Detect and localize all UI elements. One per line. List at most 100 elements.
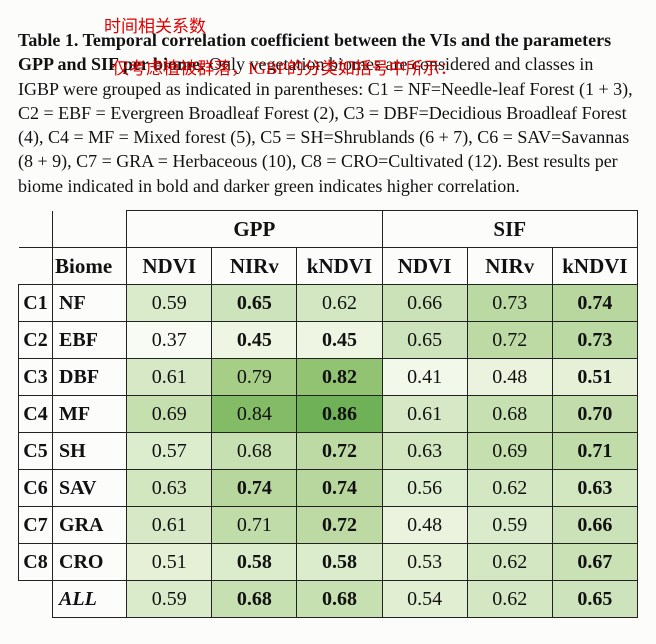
row-id: C8	[19, 544, 53, 581]
sif-kndvi-cell: 0.74	[552, 285, 637, 322]
row-id: C3	[19, 359, 53, 396]
header-sif-kndvi: kNDVI	[552, 248, 637, 285]
gpp-nirv-cell: 0.45	[212, 322, 297, 359]
blank-cell	[19, 248, 53, 285]
table-row: C6SAV0.630.740.740.560.620.63	[19, 470, 638, 507]
header-sif: SIF	[382, 211, 637, 248]
gpp-ndvi-cell: 0.61	[127, 359, 212, 396]
row-biome: CRO	[53, 544, 127, 581]
gpp-ndvi-cell: 0.63	[127, 470, 212, 507]
header-gpp-kndvi: kNDVI	[297, 248, 382, 285]
page: 时间相关系数 Table 1. Temporal correlation coe…	[0, 0, 656, 638]
sif-ndvi-cell: 0.48	[382, 507, 467, 544]
sif-ndvi-cell: 0.53	[382, 544, 467, 581]
row-id: C1	[19, 285, 53, 322]
sif-ndvi-cell: 0.54	[382, 581, 467, 618]
row-id	[19, 581, 53, 618]
annotation-top-text: 时间相关系数	[104, 12, 206, 37]
table-row: C7GRA0.610.710.720.480.590.66	[19, 507, 638, 544]
sif-ndvi-cell: 0.61	[382, 396, 467, 433]
header-gpp-nirv: NIRv	[212, 248, 297, 285]
header-row-2: Biome NDVI NIRv kNDVI NDVI NIRv kNDVI	[19, 248, 638, 285]
blank-cell	[19, 211, 53, 248]
gpp-ndvi-cell: 0.61	[127, 507, 212, 544]
gpp-nirv-cell: 0.84	[212, 396, 297, 433]
row-biome: DBF	[53, 359, 127, 396]
gpp-nirv-cell: 0.58	[212, 544, 297, 581]
sif-ndvi-cell: 0.65	[382, 322, 467, 359]
row-id: C2	[19, 322, 53, 359]
row-biome: SAV	[53, 470, 127, 507]
row-biome: GRA	[53, 507, 127, 544]
gpp-kndvi-cell: 0.68	[297, 581, 382, 618]
table-row: C8CRO0.510.580.580.530.620.67	[19, 544, 638, 581]
sif-nirv-cell: 0.62	[467, 470, 552, 507]
table-row: C4MF0.690.840.860.610.680.70	[19, 396, 638, 433]
gpp-ndvi-cell: 0.59	[127, 285, 212, 322]
gpp-nirv-cell: 0.68	[212, 433, 297, 470]
gpp-nirv-cell: 0.74	[212, 470, 297, 507]
row-biome: EBF	[53, 322, 127, 359]
row-id: C4	[19, 396, 53, 433]
table-row: C5SH0.570.680.720.630.690.71	[19, 433, 638, 470]
sif-kndvi-cell: 0.70	[552, 396, 637, 433]
header-row-1: GPP SIF	[19, 211, 638, 248]
table-row: ALL0.590.680.680.540.620.65	[19, 581, 638, 618]
header-sif-nirv: NIRv	[467, 248, 552, 285]
gpp-kndvi-cell: 0.72	[297, 507, 382, 544]
gpp-ndvi-cell: 0.37	[127, 322, 212, 359]
gpp-ndvi-cell: 0.59	[127, 581, 212, 618]
gpp-kndvi-cell: 0.74	[297, 470, 382, 507]
row-biome: MF	[53, 396, 127, 433]
correlation-table: GPP SIF Biome NDVI NIRv kNDVI NDVI NIRv …	[18, 210, 638, 618]
annotation-mid-text: 仅考虑植被群落，IGBP的分类如括号中所示：	[112, 54, 457, 79]
sif-nirv-cell: 0.48	[467, 359, 552, 396]
blank-cell	[53, 211, 127, 248]
gpp-ndvi-cell: 0.69	[127, 396, 212, 433]
header-sif-ndvi: NDVI	[382, 248, 467, 285]
gpp-kndvi-cell: 0.62	[297, 285, 382, 322]
sif-nirv-cell: 0.69	[467, 433, 552, 470]
table-row: C1NF0.590.650.620.660.730.74	[19, 285, 638, 322]
correlation-table-wrap: GPP SIF Biome NDVI NIRv kNDVI NDVI NIRv …	[18, 210, 638, 618]
sif-kndvi-cell: 0.73	[552, 322, 637, 359]
gpp-kndvi-cell: 0.45	[297, 322, 382, 359]
row-biome: SH	[53, 433, 127, 470]
sif-nirv-cell: 0.73	[467, 285, 552, 322]
sif-kndvi-cell: 0.65	[552, 581, 637, 618]
table-row: C3DBF0.610.790.820.410.480.51	[19, 359, 638, 396]
row-id: C6	[19, 470, 53, 507]
row-id: C7	[19, 507, 53, 544]
sif-ndvi-cell: 0.41	[382, 359, 467, 396]
sif-nirv-cell: 0.62	[467, 544, 552, 581]
row-id: C5	[19, 433, 53, 470]
sif-nirv-cell: 0.59	[467, 507, 552, 544]
sif-ndvi-cell: 0.66	[382, 285, 467, 322]
gpp-ndvi-cell: 0.51	[127, 544, 212, 581]
gpp-ndvi-cell: 0.57	[127, 433, 212, 470]
sif-kndvi-cell: 0.71	[552, 433, 637, 470]
header-biome: Biome	[53, 248, 127, 285]
sif-kndvi-cell: 0.63	[552, 470, 637, 507]
sif-kndvi-cell: 0.67	[552, 544, 637, 581]
sif-ndvi-cell: 0.56	[382, 470, 467, 507]
gpp-kndvi-cell: 0.72	[297, 433, 382, 470]
header-gpp-ndvi: NDVI	[127, 248, 212, 285]
sif-kndvi-cell: 0.66	[552, 507, 637, 544]
table-row: C2EBF0.370.450.450.650.720.73	[19, 322, 638, 359]
sif-nirv-cell: 0.68	[467, 396, 552, 433]
gpp-kndvi-cell: 0.82	[297, 359, 382, 396]
table-body: C1NF0.590.650.620.660.730.74C2EBF0.370.4…	[19, 285, 638, 618]
sif-nirv-cell: 0.62	[467, 581, 552, 618]
gpp-kndvi-cell: 0.58	[297, 544, 382, 581]
sif-nirv-cell: 0.72	[467, 322, 552, 359]
header-gpp: GPP	[127, 211, 382, 248]
row-biome: NF	[53, 285, 127, 322]
sif-ndvi-cell: 0.63	[382, 433, 467, 470]
gpp-nirv-cell: 0.79	[212, 359, 297, 396]
row-biome: ALL	[53, 581, 127, 618]
gpp-nirv-cell: 0.71	[212, 507, 297, 544]
gpp-nirv-cell: 0.68	[212, 581, 297, 618]
gpp-nirv-cell: 0.65	[212, 285, 297, 322]
sif-kndvi-cell: 0.51	[552, 359, 637, 396]
